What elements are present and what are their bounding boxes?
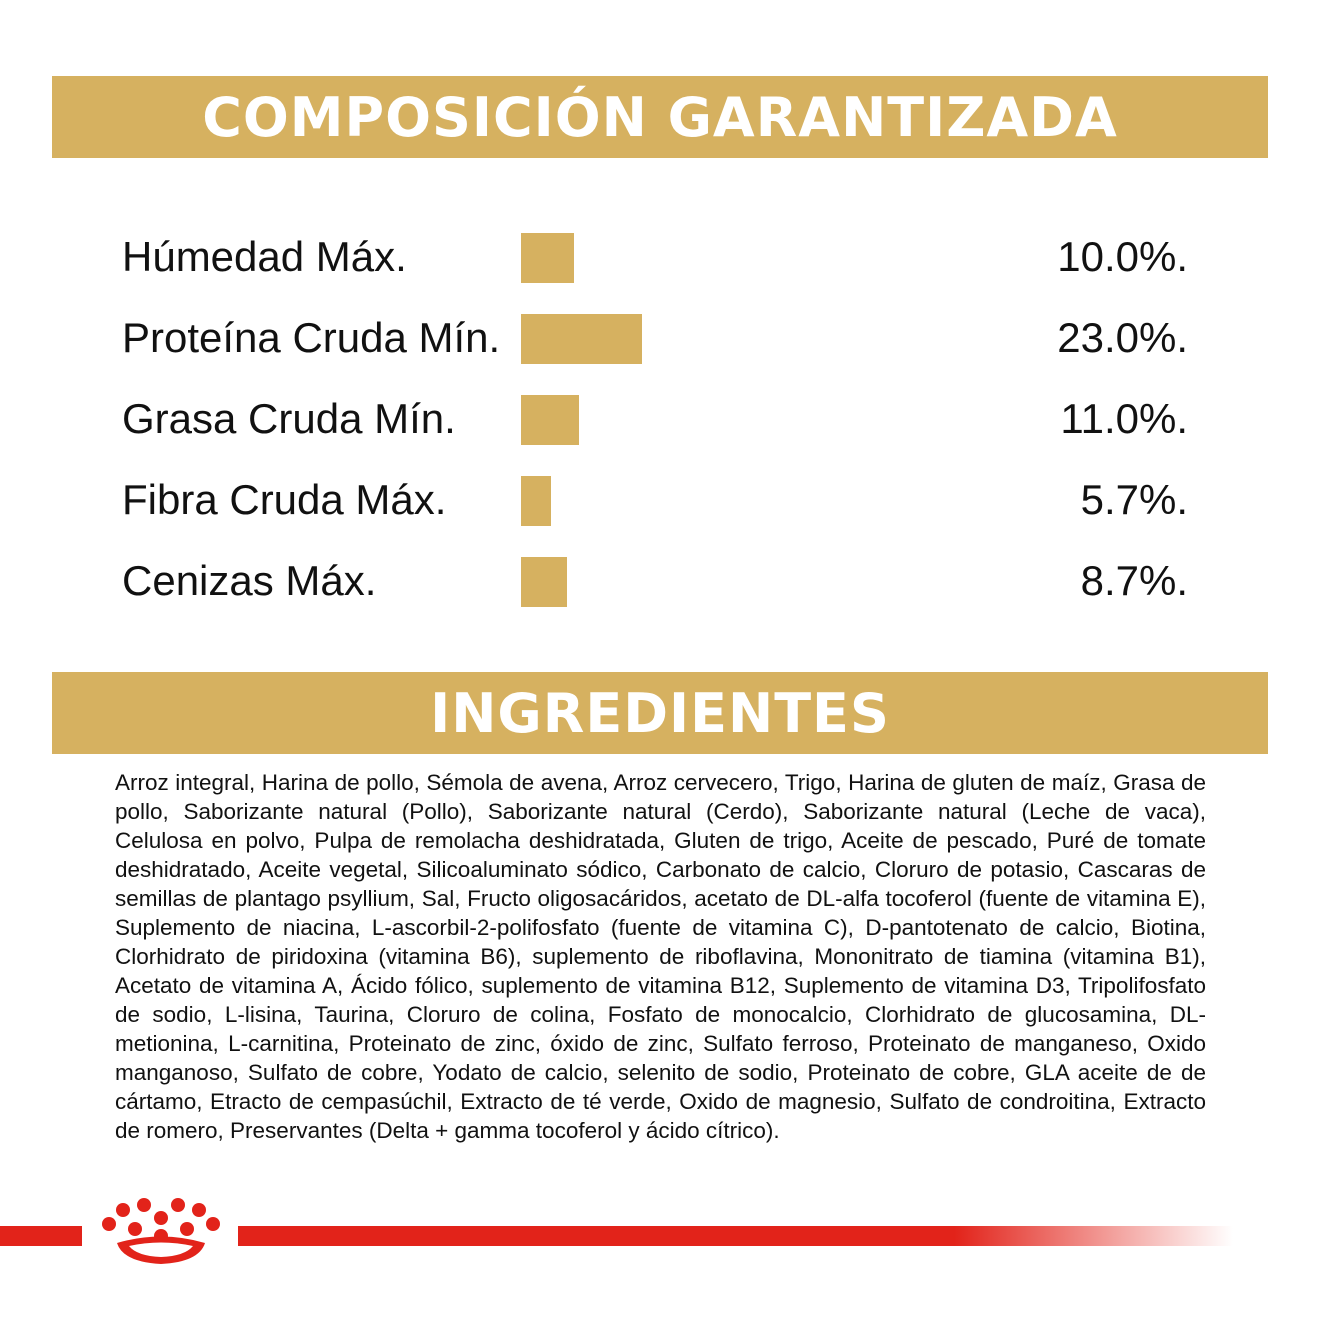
composition-value: 10.0%. (1057, 233, 1188, 280)
brand-stripe-left (0, 1226, 82, 1246)
composition-bar (521, 395, 579, 445)
royal-canin-crown-icon (102, 1198, 220, 1264)
composition-label: Grasa Cruda Mín. (122, 395, 456, 442)
composition-value: 8.7%. (1080, 557, 1188, 604)
ingredients-banner: INGREDIENTES (52, 672, 1268, 754)
composition-title: COMPOSICIÓN GARANTIZADA (202, 85, 1118, 149)
composition-banner: COMPOSICIÓN GARANTIZADA (52, 76, 1268, 158)
composition-label: Fibra Cruda Máx. (122, 476, 447, 523)
composition-label: Cenizas Máx. (122, 557, 377, 604)
composition-row: Cenizas Máx. 8.7%. (122, 555, 1188, 607)
ingredients-list: Arroz integral, Harina de pollo, Sémola … (115, 770, 1206, 1143)
brand-stripe-right (238, 1226, 1233, 1246)
composition-label: Húmedad Máx. (122, 233, 407, 280)
composition-bar (521, 476, 551, 526)
composition-bar (521, 233, 574, 283)
composition-row: Proteína Cruda Mín. 23.0%. (122, 312, 1188, 364)
composition-row: Húmedad Máx. 10.0%. (122, 231, 1188, 283)
composition-bar (521, 314, 642, 364)
ingredients-title: INGREDIENTES (430, 681, 890, 745)
composition-bar (521, 557, 567, 607)
composition-row: Grasa Cruda Mín. 11.0%. (122, 393, 1188, 445)
composition-label: Proteína Cruda Mín. (122, 314, 501, 361)
composition-value: 5.7%. (1080, 476, 1188, 523)
composition-value: 11.0%. (1060, 395, 1188, 442)
composition-value: 23.0%. (1057, 314, 1188, 361)
composition-row: Fibra Cruda Máx. 5.7%. (122, 474, 1188, 526)
